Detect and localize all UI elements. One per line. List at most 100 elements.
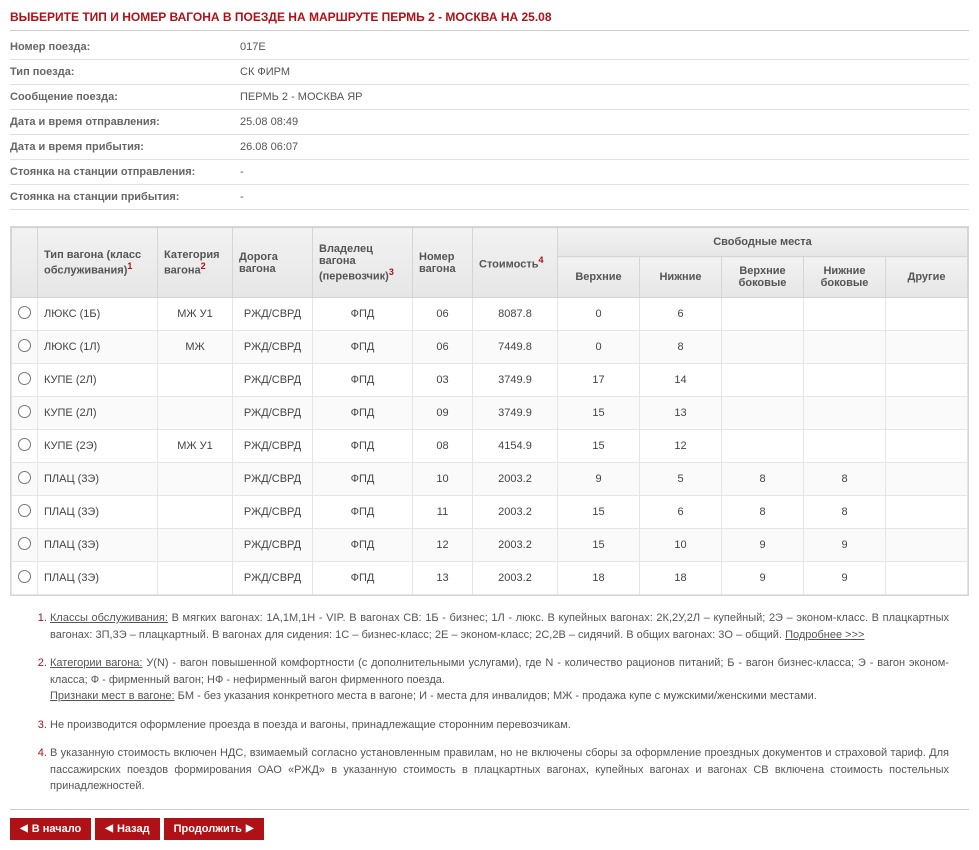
info-row: Стоянка на станции отправления:- bbox=[10, 160, 969, 185]
cell-cost: 2003.2 bbox=[473, 562, 558, 595]
col-upper: Верхние bbox=[558, 257, 640, 298]
cell-road: РЖД/СВРД bbox=[233, 496, 313, 529]
cell-category: МЖ У1 bbox=[158, 298, 233, 331]
cell-category bbox=[158, 397, 233, 430]
select-car-radio[interactable] bbox=[18, 471, 31, 484]
cell-owner: ФПД bbox=[313, 463, 413, 496]
cell-upper: 15 bbox=[558, 430, 640, 463]
cell-road: РЖД/СВРД bbox=[233, 463, 313, 496]
cell-lower-side bbox=[804, 430, 886, 463]
info-row: Дата и время прибытия:26.08 06:07 bbox=[10, 135, 969, 160]
col-seats-group: Свободные места bbox=[558, 228, 968, 257]
cell-other bbox=[886, 463, 968, 496]
cell-upper: 15 bbox=[558, 397, 640, 430]
cell-number: 10 bbox=[413, 463, 473, 496]
cell-lower: 14 bbox=[640, 364, 722, 397]
col-road: Дорога вагона bbox=[233, 228, 313, 298]
note-2: Категории вагона: У(N) - вагон повышенно… bbox=[50, 655, 949, 705]
cell-lower-side bbox=[804, 397, 886, 430]
table-row: ЛЮКС (1Л)МЖРЖД/СВРДФПД067449.808 bbox=[12, 331, 968, 364]
cell-number: 09 bbox=[413, 397, 473, 430]
info-row: Дата и время отправления:25.08 08:49 bbox=[10, 110, 969, 135]
cell-type: ПЛАЦ (3Э) bbox=[38, 529, 158, 562]
cell-road: РЖД/СВРД bbox=[233, 298, 313, 331]
cell-upper: 9 bbox=[558, 463, 640, 496]
cell-lower: 6 bbox=[640, 298, 722, 331]
cell-lower-side: 9 bbox=[804, 562, 886, 595]
cell-lower: 8 bbox=[640, 331, 722, 364]
cell-cost: 2003.2 bbox=[473, 463, 558, 496]
select-car-radio[interactable] bbox=[18, 504, 31, 517]
select-car-radio[interactable] bbox=[18, 537, 31, 550]
cell-number: 12 bbox=[413, 529, 473, 562]
page-title: ВЫБЕРИТЕ ТИП И НОМЕР ВАГОНА В ПОЕЗДЕ НА … bbox=[10, 10, 969, 31]
cell-cost: 3749.9 bbox=[473, 364, 558, 397]
info-row: Номер поезда:017Е bbox=[10, 35, 969, 60]
arrow-left-icon: ◀ bbox=[105, 823, 113, 834]
cell-upper-side: 8 bbox=[722, 496, 804, 529]
cell-number: 06 bbox=[413, 331, 473, 364]
cars-table: Тип вагона (класс обслуживания)1 Категор… bbox=[11, 227, 968, 595]
cell-road: РЖД/СВРД bbox=[233, 331, 313, 364]
cell-cost: 2003.2 bbox=[473, 529, 558, 562]
table-row: ЛЮКС (1Б)МЖ У1РЖД/СВРДФПД068087.806 bbox=[12, 298, 968, 331]
cell-type: КУПЕ (2Э) bbox=[38, 430, 158, 463]
cell-owner: ФПД bbox=[313, 496, 413, 529]
info-section: Номер поезда:017ЕТип поезда:СК ФИРМСообщ… bbox=[10, 35, 969, 210]
cell-upper-side: 9 bbox=[722, 562, 804, 595]
col-lower-side: Нижние боковые bbox=[804, 257, 886, 298]
info-value: СК ФИРМ bbox=[240, 66, 290, 78]
cell-lower: 13 bbox=[640, 397, 722, 430]
cell-category: МЖ У1 bbox=[158, 430, 233, 463]
cell-upper: 15 bbox=[558, 496, 640, 529]
select-car-radio[interactable] bbox=[18, 438, 31, 451]
cell-number: 03 bbox=[413, 364, 473, 397]
start-button[interactable]: ◀В начало bbox=[10, 818, 91, 840]
select-car-radio[interactable] bbox=[18, 372, 31, 385]
cell-category bbox=[158, 496, 233, 529]
back-button[interactable]: ◀Назад bbox=[95, 818, 159, 840]
cell-upper-side bbox=[722, 298, 804, 331]
cell-lower-side: 8 bbox=[804, 463, 886, 496]
cell-cost: 3749.9 bbox=[473, 397, 558, 430]
info-label: Номер поезда: bbox=[10, 41, 240, 53]
cell-road: РЖД/СВРД bbox=[233, 430, 313, 463]
select-car-radio[interactable] bbox=[18, 339, 31, 352]
cell-number: 11 bbox=[413, 496, 473, 529]
select-car-radio[interactable] bbox=[18, 405, 31, 418]
note-4: В указанную стоимость включен НДС, взима… bbox=[50, 745, 949, 795]
cars-table-wrap: Тип вагона (класс обслуживания)1 Категор… bbox=[10, 226, 969, 596]
button-row: ◀В начало ◀Назад Продолжить▶ bbox=[10, 809, 969, 840]
cell-owner: ФПД bbox=[313, 397, 413, 430]
note-details-link[interactable]: Подробнее >>> bbox=[785, 629, 864, 641]
cell-lower: 10 bbox=[640, 529, 722, 562]
cell-other bbox=[886, 496, 968, 529]
info-label: Стоянка на станции отправления: bbox=[10, 166, 240, 178]
cell-cost: 8087.8 bbox=[473, 298, 558, 331]
cell-category bbox=[158, 562, 233, 595]
cell-road: РЖД/СВРД bbox=[233, 397, 313, 430]
cell-number: 13 bbox=[413, 562, 473, 595]
cell-type: ЛЮКС (1Л) bbox=[38, 331, 158, 364]
arrow-left-icon: ◀ bbox=[20, 823, 28, 834]
cell-upper-side bbox=[722, 397, 804, 430]
cell-lower-side bbox=[804, 298, 886, 331]
cell-lower-side bbox=[804, 331, 886, 364]
cell-upper: 15 bbox=[558, 529, 640, 562]
table-row: ПЛАЦ (3Э)РЖД/СВРДФПД122003.2151099 bbox=[12, 529, 968, 562]
info-label: Дата и время отправления: bbox=[10, 116, 240, 128]
cell-other bbox=[886, 364, 968, 397]
info-label: Дата и время прибытия: bbox=[10, 141, 240, 153]
info-value: - bbox=[240, 166, 244, 178]
cell-type: ПЛАЦ (3Э) bbox=[38, 496, 158, 529]
note-3: Не производится оформление проезда в пое… bbox=[50, 717, 949, 734]
continue-button[interactable]: Продолжить▶ bbox=[164, 818, 264, 840]
select-car-radio[interactable] bbox=[18, 306, 31, 319]
info-value: 017Е bbox=[240, 41, 266, 53]
select-car-radio[interactable] bbox=[18, 570, 31, 583]
cell-cost: 7449.8 bbox=[473, 331, 558, 364]
col-other: Другие bbox=[886, 257, 968, 298]
cell-owner: ФПД bbox=[313, 562, 413, 595]
cell-upper: 0 bbox=[558, 298, 640, 331]
cell-road: РЖД/СВРД bbox=[233, 364, 313, 397]
